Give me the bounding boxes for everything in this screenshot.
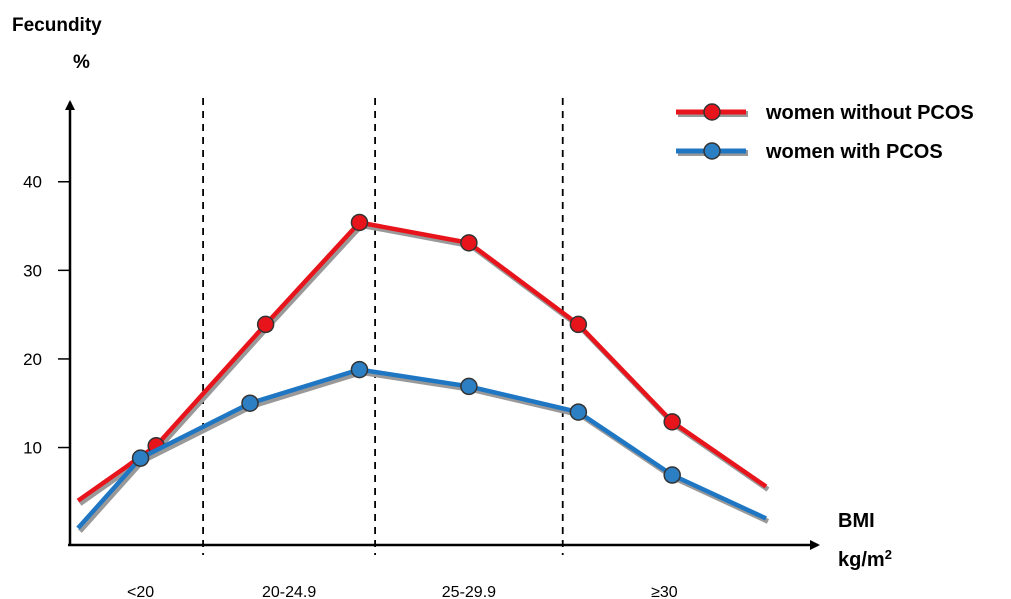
y-tick-label-1: 10 (23, 439, 42, 458)
x-category-label-1: <20 (127, 584, 154, 599)
x-axis-title: BMI (838, 510, 875, 532)
data-point-without-pcos-5 (460, 234, 478, 252)
legend: women without PCOS women with PCOS (676, 102, 974, 163)
legend-item-without-pcos: women without PCOS (676, 102, 974, 124)
data-point-without-pcos-6 (569, 315, 588, 334)
y-tick-label-2: 20 (23, 350, 42, 369)
x-category-label-3: 25-29.9 (442, 584, 496, 599)
series-lines (76, 213, 770, 533)
series-shadow-with-pcos (78, 370, 770, 533)
legend-label-without-pcos: women without PCOS (765, 102, 974, 124)
data-point-without-pcos-3 (256, 315, 275, 334)
legend-marker-with-pcos (703, 142, 721, 160)
data-point-without-pcos-4 (350, 213, 369, 232)
data-point-with-pcos-6 (569, 403, 588, 421)
y-tick-label-3: 30 (23, 261, 42, 280)
data-point-without-pcos-7 (663, 413, 681, 431)
data-point-with-pcos-3 (241, 394, 259, 412)
series-without-pcos (76, 213, 770, 506)
y-tick-label-4: 40 (23, 173, 42, 192)
series-line-without-pcos (76, 220, 768, 503)
legend-item-with-pcos: women with PCOS (676, 141, 943, 163)
series-shadow-without-pcos (78, 222, 770, 506)
data-point-with-pcos-2 (131, 449, 150, 467)
data-point-with-pcos-5 (460, 377, 478, 396)
y-axis-unit: % (73, 52, 90, 73)
category-dividers (202, 98, 564, 555)
series-with-pcos (76, 360, 770, 533)
x-category-label-4: ≥30 (651, 584, 678, 599)
legend-marker-without-pcos (703, 103, 721, 121)
y-axis-title: Fecundity (12, 15, 102, 36)
legend-label-with-pcos: women with PCOS (765, 141, 943, 163)
data-point-with-pcos-7 (663, 466, 681, 484)
x-category-label-2: 20-24.9 (262, 584, 316, 599)
x-axis-unit: kg/m2 (838, 547, 892, 572)
y-axis-ticks: 10 20 30 40 (23, 173, 70, 458)
series-line-with-pcos (76, 367, 767, 530)
x-axis-categories: <20 20-24.9 25-29.9 ≥30 (127, 584, 678, 599)
data-point-with-pcos-4 (350, 360, 369, 379)
